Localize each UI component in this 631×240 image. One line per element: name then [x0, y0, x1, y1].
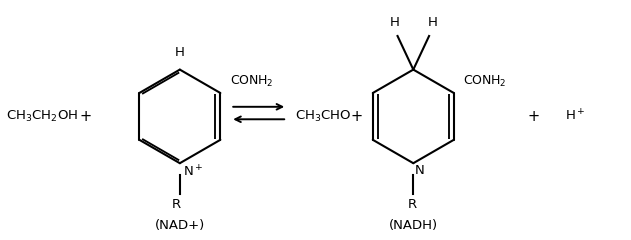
Text: H: H [427, 16, 437, 29]
Text: H$^+$: H$^+$ [565, 109, 586, 124]
Text: R: R [172, 198, 181, 210]
Text: R: R [408, 198, 416, 210]
Text: +: + [79, 109, 91, 124]
Text: +: + [527, 109, 540, 124]
Text: (NAD+): (NAD+) [155, 219, 205, 232]
Text: CONH$_2$: CONH$_2$ [463, 74, 507, 89]
Text: +: + [350, 109, 363, 124]
Text: H: H [175, 46, 185, 59]
Text: N: N [415, 164, 425, 177]
Text: CH$_3$CHO: CH$_3$CHO [295, 109, 352, 124]
Text: CH$_3$CH$_2$OH: CH$_3$CH$_2$OH [6, 109, 78, 124]
Text: (NADH): (NADH) [389, 219, 438, 232]
Text: CONH$_2$: CONH$_2$ [230, 74, 273, 89]
Text: H: H [389, 16, 399, 29]
Text: N$^+$: N$^+$ [183, 164, 204, 180]
